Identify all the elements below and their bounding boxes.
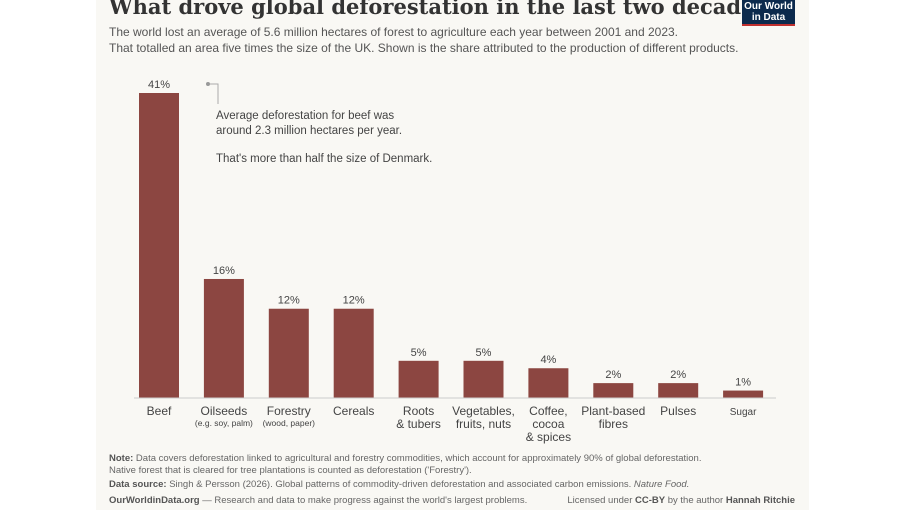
footer-license: Licensed under CC-BY by the author Hanna…: [567, 495, 795, 507]
bar-2[interactable]: [268, 308, 309, 398]
category-label-5-1: fruits, nuts: [456, 417, 511, 431]
bar-0[interactable]: [139, 93, 179, 398]
footer-source: Data source: Singh & Persson (2026). Glo…: [109, 479, 689, 491]
bars-group: 41% Beef 16% Oilseeds(e.g. soy, palm) 12% For…: [134, 79, 776, 444]
owid-tagline: — Research and data to make progress aga…: [202, 495, 528, 506]
annotation-line-2: around 2.3 million hectares per year.: [216, 125, 402, 137]
annotation-group: Average deforestation for beef was aroun…: [206, 82, 432, 165]
annotation-line-3: That's more than half the size of Denmar…: [216, 153, 432, 165]
category-label-7-1: fibres: [599, 417, 628, 431]
bar-4[interactable]: [398, 360, 439, 398]
license-by: by the author: [667, 495, 724, 506]
source-label: Data source:: [109, 479, 167, 490]
logo-line-2: in Data: [751, 12, 786, 23]
category-label-5-0: Vegetables,: [452, 404, 515, 418]
license-prefix: Licensed under: [567, 495, 633, 506]
value-label-1: 16%: [213, 265, 235, 277]
bar-3[interactable]: [333, 308, 374, 398]
bar-1[interactable]: [203, 278, 244, 398]
annotation-connector: [210, 83, 219, 104]
value-label-0: 41%: [148, 79, 170, 91]
chart-title: What drove global deforestation in the l…: [109, 0, 779, 19]
category-label-7-0: Plant-based: [581, 404, 645, 418]
subtitle-line-2: That totalled an area five times the siz…: [109, 41, 739, 55]
note-label: Note:: [109, 453, 134, 464]
category-label-0-0: Beef: [147, 404, 172, 418]
value-label-3: 12%: [343, 295, 365, 307]
note-line-2: Native forest that is cleared for tree p…: [109, 465, 472, 476]
bar-5[interactable]: [463, 360, 504, 398]
source-text: Singh & Persson (2026). Global patterns …: [169, 479, 632, 490]
category-label-3-0: Cereals: [333, 404, 374, 418]
subtitle-line-1: The world lost an average of 5.6 million…: [109, 25, 679, 39]
license-author: Hannah Ritchie: [725, 495, 795, 506]
value-label-5: 5%: [476, 347, 492, 359]
owid-logo[interactable]: Our World in Data: [742, 0, 795, 26]
category-label-2-0: Forestry: [267, 404, 311, 418]
value-label-7: 2%: [605, 369, 621, 381]
footer-note: Note: Data covers deforestation linked t…: [109, 453, 701, 477]
footer-owid: OurWorldinData.org — Research and data t…: [109, 495, 527, 507]
category-label-1-0: Oilseeds: [201, 404, 248, 418]
value-label-2: 12%: [278, 295, 300, 307]
chart-card: What drove global deforestation in the l…: [96, 0, 809, 510]
category-label-4-0: Roots: [403, 404, 434, 418]
category-label-9-0: Sugar: [730, 407, 757, 418]
annotation-line-1: Average deforestation for beef was: [216, 110, 394, 122]
license-link[interactable]: CC-BY: [635, 495, 666, 506]
category-label-4-1: & tubers: [396, 417, 441, 431]
value-label-9: 1%: [735, 377, 751, 389]
note-line-1: Data covers deforestation linked to agri…: [135, 453, 702, 464]
category-label-8-0: Pulses: [660, 404, 696, 418]
chart-subtitle: The world lost an average of 5.6 million…: [109, 24, 749, 56]
owid-site-link[interactable]: OurWorldinData.org: [109, 495, 200, 506]
category-label-6-0: Coffee,: [529, 404, 567, 418]
category-label-6-2: & spices: [526, 430, 571, 444]
bar-9[interactable]: [723, 390, 764, 398]
source-journal: Nature Food.: [633, 479, 690, 490]
value-label-6: 4%: [540, 354, 556, 366]
bar-6[interactable]: [528, 368, 569, 398]
bar-7[interactable]: [593, 383, 634, 398]
bar-8[interactable]: [658, 383, 699, 398]
category-sublabel-2: (wood, paper): [263, 418, 316, 428]
annotation-dot: [206, 82, 210, 86]
value-label-4: 5%: [411, 347, 427, 359]
value-label-8: 2%: [670, 369, 686, 381]
logo-line-1: Our World: [744, 1, 793, 12]
bar-chart: 41% Beef 16% Oilseeds(e.g. soy, palm) 12% For…: [134, 79, 776, 444]
category-sublabel-1: (e.g. soy, palm): [195, 418, 253, 428]
category-label-6-1: cocoa: [532, 417, 564, 431]
